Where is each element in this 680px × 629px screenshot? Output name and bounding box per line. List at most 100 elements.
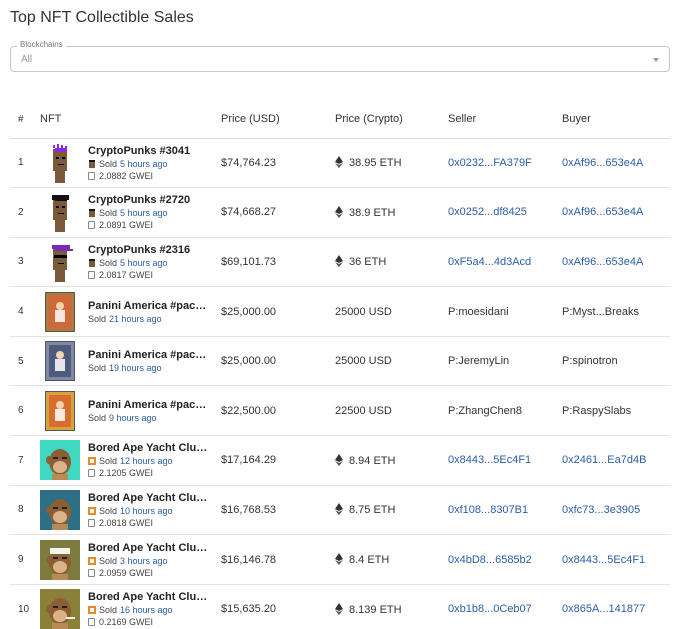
nft-thumbnail[interactable] [40, 539, 80, 580]
row-number: 3 [10, 237, 40, 288]
seller-address[interactable]: 0x8443...5Ec4F1 [448, 454, 532, 467]
nft-cell: Panini America #pack... Sold 9 hours ago [40, 390, 221, 431]
price-crypto-cell: 8.94 ETH [335, 435, 448, 486]
price-usd: $69,101.73 [221, 237, 335, 288]
buyer-address[interactable]: 0xAf96...653e4A [562, 206, 644, 219]
blockchains-select[interactable]: Blockchains All [10, 40, 670, 72]
gas-value: 2.0882 GWEI [99, 170, 154, 181]
nft-thumbnail[interactable] [40, 341, 80, 382]
nft-cell: Bored Ape Yacht Club ... Sold 16 hours ago… [40, 589, 221, 629]
table-header-row: # NFT Price (USD) Price (Crypto) Seller … [10, 101, 670, 139]
sold-time-link[interactable]: 16 hours ago [120, 605, 173, 616]
sold-time-link[interactable]: 19 hours ago [109, 363, 162, 374]
row-number: 7 [10, 435, 40, 486]
price-crypto: 25000 USD [335, 305, 392, 318]
price-usd: $22,500.00 [221, 385, 335, 437]
nft-name[interactable]: Bored Ape Yacht Club ... [88, 491, 208, 504]
sold-time-link[interactable]: 9 hours ago [109, 412, 157, 423]
buyer-address[interactable]: 0xfc73...3e3905 [562, 503, 641, 516]
table-row[interactable]: 1 CryptoPunks #3041 Sold 5 hours ago 2.0882 … [10, 138, 670, 189]
sold-time-link[interactable]: 3 hours ago [120, 555, 168, 566]
buyer-address[interactable]: 0xAf96...653e4A [562, 255, 644, 268]
gas-line: 2.1205 GWEI [88, 467, 208, 479]
sold-label: Sold [99, 555, 118, 566]
gas-value: 2.0891 GWEI [99, 220, 154, 231]
price-crypto-cell: 22500 USD [335, 385, 448, 437]
nft-name[interactable]: Bored Ape Yacht Club ... [88, 591, 208, 604]
table-row[interactable]: 3 CryptoPunks #2316 Sold 5 hours ago 2.0817 … [10, 237, 670, 288]
nft-name[interactable]: Bored Ape Yacht Club ... [88, 442, 208, 455]
nft-thumbnail[interactable] [40, 192, 80, 233]
table-row[interactable]: 7 Bored Ape Yacht Club ... Sold 12 hours ag… [10, 435, 670, 486]
price-usd: $25,000.00 [221, 286, 335, 337]
table-row[interactable]: 6 Panini America #pack... Sold 9 hours ago $… [10, 385, 670, 437]
table-row[interactable]: 9 Bored Ape Yacht Club ... Sold 3 hours ago… [10, 534, 670, 585]
price-crypto: 22500 USD [335, 404, 392, 417]
blockchains-select-label: Blockchains [17, 40, 66, 49]
sold-time-link[interactable]: 5 hours ago [120, 257, 168, 268]
sold-line: Sold 3 hours ago [88, 555, 208, 567]
nft-name[interactable]: Panini America #pack... [88, 299, 208, 312]
seller-address: P:ZhangChen8 [448, 404, 522, 417]
sold-time-link[interactable]: 12 hours ago [120, 456, 173, 467]
chevron-down-icon[interactable] [653, 58, 659, 62]
buyer-address[interactable]: 0xAf96...653e4A [562, 156, 644, 169]
nft-name[interactable]: Bored Ape Yacht Club ... [88, 541, 208, 554]
gas-line: 2.0891 GWEI [88, 219, 208, 231]
nft-name[interactable]: CryptoPunks #2720 [88, 194, 191, 207]
nft-name[interactable]: Panini America #pack... [88, 398, 208, 411]
nft-thumbnail[interactable] [40, 143, 80, 183]
sold-time-link[interactable]: 5 hours ago [120, 208, 168, 219]
header-nft[interactable]: NFT [40, 101, 221, 139]
ethereum-icon [335, 205, 343, 218]
table-row[interactable]: 4 Panini America #pack... Sold 21 hours ago… [10, 286, 670, 337]
sold-label: Sold [99, 158, 118, 169]
seller-address[interactable]: 0xb1b8...0Ceb07 [448, 603, 532, 616]
table-row[interactable]: 5 Panini America #pack... Sold 19 hours ago… [10, 336, 670, 387]
seller-address[interactable]: 0xf108...8307B1 [448, 503, 529, 516]
price-usd: $17,164.29 [221, 435, 335, 486]
seller-address[interactable]: 0x0232...FA379F [448, 156, 532, 169]
price-usd: $74,668.27 [221, 187, 335, 238]
price-usd: $74,764.23 [221, 138, 335, 189]
header-buyer[interactable]: Buyer [562, 101, 670, 139]
sold-line: Sold 12 hours ago [88, 455, 208, 467]
bayc-mini-icon [88, 556, 96, 565]
nft-name[interactable]: CryptoPunks #2316 [88, 243, 191, 256]
buyer-address[interactable]: 0x8443...5Ec4F1 [562, 553, 646, 566]
seller-address[interactable]: 0x4bD8...6585b2 [448, 553, 532, 566]
nft-name[interactable]: CryptoPunks #3041 [88, 144, 191, 157]
nft-name[interactable]: Panini America #pack... [88, 349, 208, 362]
gas-line: 0.2169 GWEI [88, 616, 208, 628]
nft-thumbnail[interactable] [40, 242, 80, 282]
header-price-crypto[interactable]: Price (Crypto) [335, 101, 448, 139]
sold-time-link[interactable]: 5 hours ago [120, 158, 168, 169]
gas-value: 2.0959 GWEI [99, 567, 154, 578]
ethereum-icon [335, 602, 343, 615]
nft-thumbnail[interactable] [40, 489, 80, 530]
table-row[interactable]: 10 Bored Ape Yacht Club ... Sold 16 hours a… [10, 584, 670, 629]
buyer-address[interactable]: 0x865A...141877 [562, 603, 646, 616]
header-seller[interactable]: Seller [448, 101, 562, 139]
buyer-address[interactable]: 0x2461...Ea7d4B [562, 454, 647, 467]
nft-thumbnail[interactable] [40, 291, 80, 332]
sold-time-link[interactable]: 21 hours ago [109, 313, 162, 324]
gas-value: 2.0818 GWEI [99, 517, 154, 528]
header-price-usd[interactable]: Price (USD) [221, 101, 335, 139]
sold-line: Sold 5 hours ago [88, 257, 208, 269]
page-title: Top NFT Collectible Sales [10, 9, 194, 26]
nft-thumbnail[interactable] [40, 390, 80, 431]
buyer-address: P:RaspySlabs [562, 404, 632, 417]
sold-time-link[interactable]: 10 hours ago [120, 505, 173, 516]
sold-line: Sold 16 hours ago [88, 604, 208, 616]
seller-address[interactable]: 0x0252...df8425 [448, 206, 527, 219]
nft-thumbnail[interactable] [40, 589, 80, 629]
nft-thumbnail[interactable] [40, 440, 80, 481]
seller-address[interactable]: 0xF5a4...4d3Acd [448, 255, 532, 268]
table-row[interactable]: 2 CryptoPunks #2720 Sold 5 hours ago 2.0891 … [10, 187, 670, 238]
header-num[interactable]: # [10, 101, 40, 139]
buyer-address: P:spinotron [562, 355, 618, 368]
gas-value: 0.2169 GWEI [99, 617, 154, 628]
gas-pump-icon [88, 221, 95, 230]
table-row[interactable]: 8 Bored Ape Yacht Club ... Sold 10 hours ag… [10, 485, 670, 536]
